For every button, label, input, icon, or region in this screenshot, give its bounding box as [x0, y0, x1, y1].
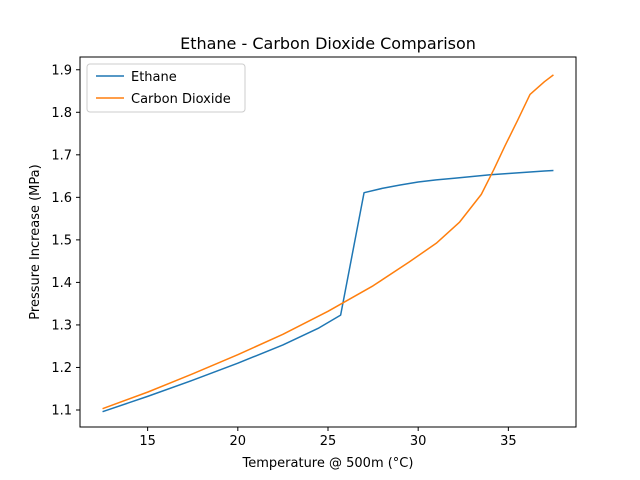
y-tick-label: 1.1: [51, 403, 72, 418]
chart-title: Ethane - Carbon Dioxide Comparison: [180, 34, 476, 53]
x-tick-label: 35: [500, 434, 517, 449]
plot-frame: [80, 57, 576, 427]
legend-label-carbon-dioxide: Carbon Dioxide: [131, 92, 231, 107]
x-axis-ticks: 15 20 25 30 35: [139, 427, 517, 449]
x-axis-label: Temperature @ 500m (°C): [242, 456, 414, 471]
series-line-carbon-dioxide: [102, 74, 554, 410]
y-tick-label: 1.4: [51, 276, 72, 291]
y-tick-label: 1.3: [51, 318, 72, 333]
legend-box: [86, 63, 246, 113]
y-tick-label: 1.5: [51, 233, 72, 248]
plot-area: [79, 56, 577, 428]
y-tick-label: 1.9: [51, 63, 72, 78]
series-line-ethane: [102, 169, 554, 413]
legend-label-ethane: Ethane: [131, 70, 177, 85]
series-group: [102, 74, 554, 413]
legend: Ethane Carbon Dioxide: [86, 63, 246, 113]
y-tick-label: 1.7: [51, 148, 72, 163]
x-tick-label: 15: [139, 434, 156, 449]
y-tick-label: 1.2: [51, 361, 72, 376]
y-axis-ticks: 1.1 1.2 1.3 1.4 1.5 1.6 1.7 1.8 1.9: [51, 63, 80, 418]
x-tick-label: 25: [320, 434, 337, 449]
x-tick-label: 30: [410, 434, 427, 449]
y-tick-label: 1.8: [51, 106, 72, 121]
y-axis-label: Pressure Increase (MPa): [28, 164, 43, 319]
y-tick-label: 1.6: [51, 191, 72, 206]
x-tick-label: 20: [230, 434, 247, 449]
